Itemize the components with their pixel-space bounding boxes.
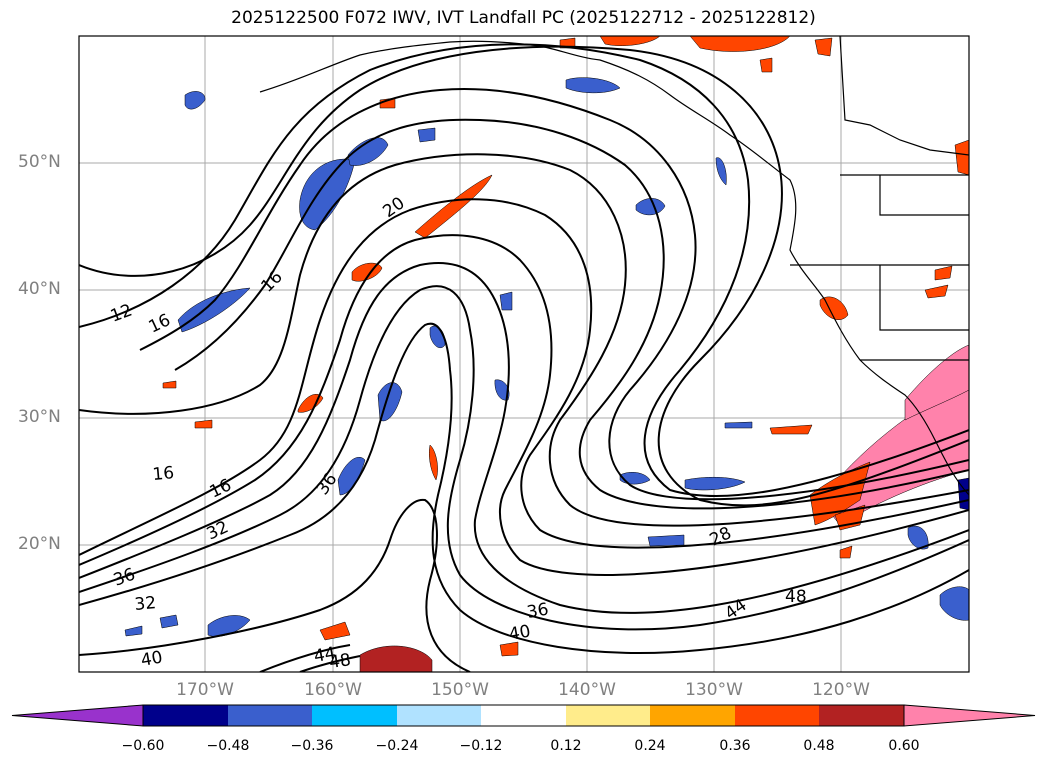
lon-label: 140°W xyxy=(558,680,616,700)
colorbar-segment xyxy=(735,705,819,726)
colorbar-segment xyxy=(228,705,312,726)
map-title: 2025122500 F072 IWV, IVT Landfall PC (20… xyxy=(231,8,816,28)
colorbar-frame xyxy=(142,704,905,727)
lon-label: 120°W xyxy=(812,680,870,700)
map-frame xyxy=(78,35,970,673)
coastline xyxy=(259,36,969,496)
contour-label: 36 xyxy=(525,599,550,622)
lon-label: 170°W xyxy=(176,680,234,700)
colorbar-segment xyxy=(650,705,735,726)
ivt-contours xyxy=(79,43,969,672)
lon-label: 150°W xyxy=(431,680,489,700)
colorbar-tick: −0.48 xyxy=(206,738,250,754)
colorbar-tick: −0.36 xyxy=(290,738,334,754)
lat-label: 50°N xyxy=(18,152,61,172)
lat-label: 20°N xyxy=(18,534,61,554)
colorbar-segment xyxy=(312,705,397,726)
colorbar-segment xyxy=(397,705,481,726)
lon-label: 160°W xyxy=(304,680,362,700)
colorbar-segment xyxy=(566,705,650,726)
contour-label: 48 xyxy=(328,650,352,673)
lat-label: 30°N xyxy=(18,407,61,427)
contour-label: 16 xyxy=(152,463,175,485)
colorbar-segment xyxy=(481,705,566,726)
contour-label: 40 xyxy=(507,621,532,644)
lon-label: 130°W xyxy=(685,680,743,700)
colorbar-tick: 0.36 xyxy=(719,738,751,754)
colorbar-tick: 0.48 xyxy=(803,738,835,754)
contour-label: 44 xyxy=(312,643,337,666)
map-plot: 12 16 16 20 16 16 32 36 32 36 40 40 44 4… xyxy=(78,35,970,673)
colorbar-tick: −0.12 xyxy=(459,738,503,754)
colorbar-extend-low xyxy=(11,704,144,727)
colorbar-tick: −0.24 xyxy=(375,738,419,754)
colorbar-segments xyxy=(11,704,1036,727)
colorbar-segment xyxy=(819,705,904,726)
colorbar-segment xyxy=(143,705,228,726)
contour-label: 32 xyxy=(134,593,157,615)
contour-label: 48 xyxy=(785,587,807,607)
colorbar xyxy=(11,704,1036,727)
colorbar-tick: 0.60 xyxy=(888,738,920,754)
colorbar-tick: 0.24 xyxy=(634,738,666,754)
colorbar-extend-high xyxy=(903,704,1036,727)
map-background xyxy=(79,36,969,672)
contour-label: 40 xyxy=(139,647,164,670)
colorbar-tick: 0.12 xyxy=(550,738,582,754)
lat-label: 40°N xyxy=(18,279,61,299)
colorbar-tick: −0.60 xyxy=(121,738,165,754)
positive-anomaly-fills xyxy=(162,36,969,672)
